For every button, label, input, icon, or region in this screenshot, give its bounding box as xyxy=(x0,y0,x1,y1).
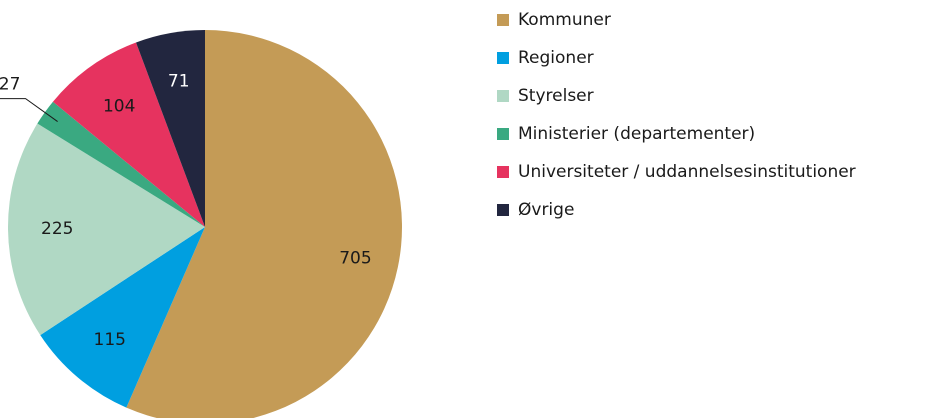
data-label: 115 xyxy=(94,330,126,350)
pie-slice xyxy=(37,101,205,227)
legend-swatch xyxy=(497,52,509,64)
legend-label: Universiteter / uddannelsesinstitutioner xyxy=(518,162,856,182)
pie-slice xyxy=(136,30,205,227)
legend-swatch xyxy=(497,166,509,178)
data-label: 71 xyxy=(168,72,190,92)
pie-slice xyxy=(52,42,205,227)
legend-swatch xyxy=(497,90,509,102)
pie-slice xyxy=(8,123,206,336)
legend-label: Regioner xyxy=(518,48,594,68)
legend-label: Kommuner xyxy=(518,10,611,30)
data-label: 27 xyxy=(0,75,20,95)
legend-swatch xyxy=(497,204,509,216)
data-label: 104 xyxy=(103,97,135,117)
leader-line xyxy=(0,98,58,122)
data-label: 225 xyxy=(41,219,73,239)
pie-slice xyxy=(40,227,206,408)
legend-label: Styrelser xyxy=(518,86,594,106)
data-label: 705 xyxy=(339,248,371,268)
legend-swatch xyxy=(497,14,509,26)
legend-label: Ministerier (departementer) xyxy=(518,124,755,144)
legend-swatch xyxy=(497,128,509,140)
pie-slice xyxy=(126,30,402,418)
legend-label: Øvrige xyxy=(518,200,574,220)
